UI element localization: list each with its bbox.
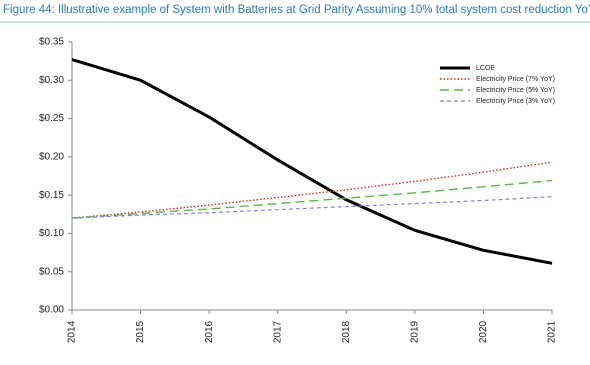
y-tick-label: $0.35	[39, 37, 64, 48]
x-tick-label: 2018	[341, 320, 352, 343]
x-tick-label: 2019	[409, 320, 420, 343]
x-tick-label: 2017	[272, 320, 283, 343]
x-tick-label: 2020	[478, 320, 489, 343]
legend-label: LCOE	[476, 65, 495, 72]
x-tick-label: 2015	[135, 320, 146, 343]
x-tick-label: 2014	[67, 320, 78, 343]
series-line	[71, 179, 553, 219]
y-tick-label: $0.15	[39, 190, 64, 201]
chart-title: Figure 44: Illustrative example of Syste…	[3, 4, 590, 16]
y-tick-label: $0.00	[39, 305, 64, 316]
series-line	[71, 161, 553, 219]
legend-label: Electricity Price (3% YoY)	[476, 98, 555, 105]
series-line	[71, 58, 553, 265]
y-tick-label: $0.05	[39, 266, 64, 277]
y-tick-label: $0.30	[39, 75, 64, 86]
series-line	[71, 196, 553, 219]
y-tick-label: $0.10	[39, 228, 64, 239]
legend-label: Electricity Price (5% YoY)	[476, 87, 555, 94]
y-tick-label: $0.20	[39, 151, 64, 162]
y-tick-label: $0.25	[39, 113, 64, 124]
x-tick-label: 2021	[547, 320, 558, 343]
legend-label: Electricity Price (7% YoY)	[476, 76, 555, 83]
x-tick-label: 2016	[204, 320, 215, 343]
